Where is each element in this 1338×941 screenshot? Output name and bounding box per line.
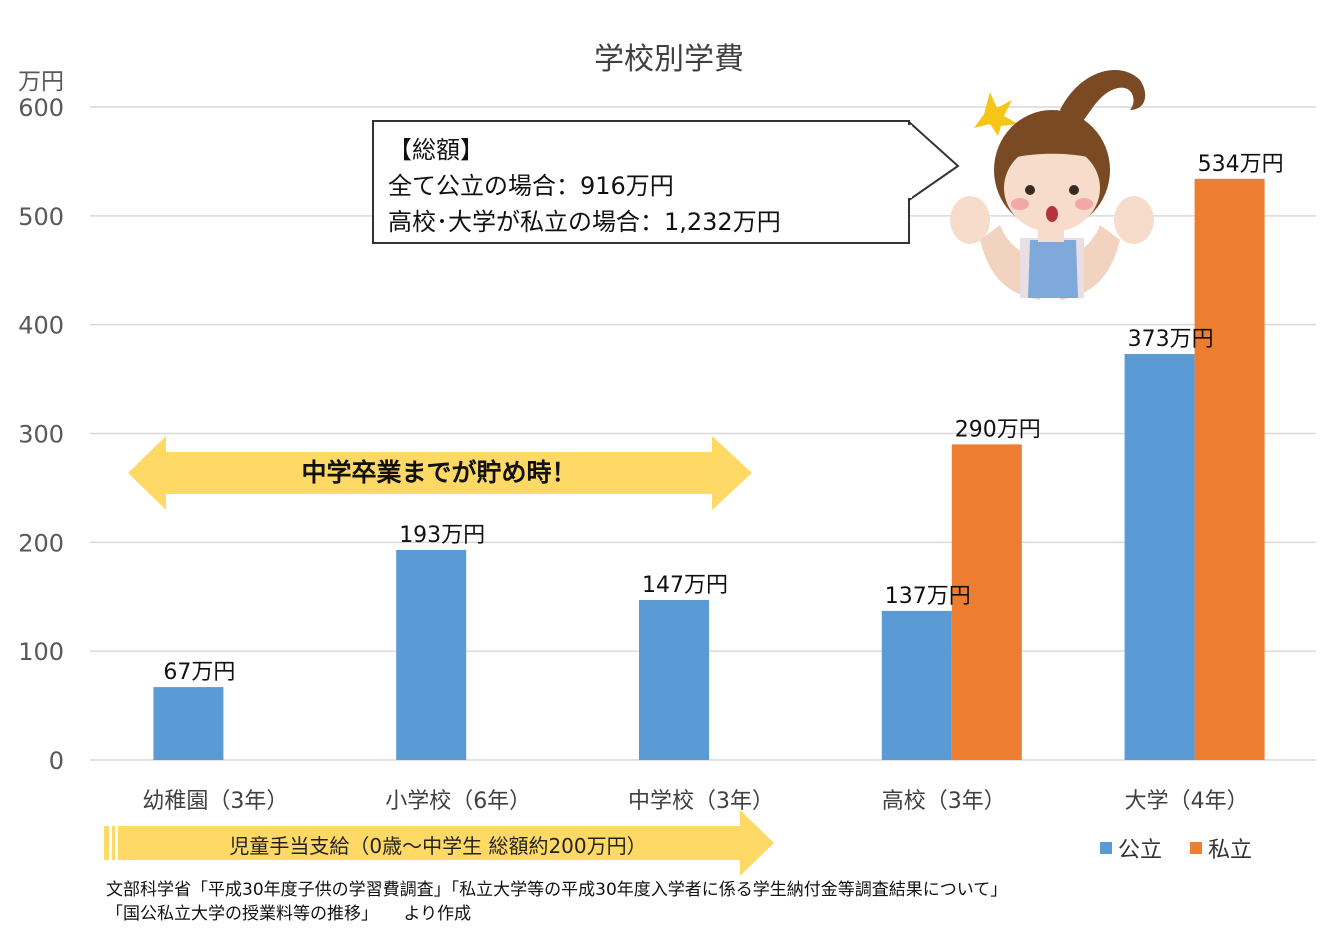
legend-label-public: 公立 xyxy=(1118,838,1163,863)
data-label: 137万円 xyxy=(885,584,971,609)
legend-swatch-private xyxy=(1190,842,1202,854)
legend-public: 公立 xyxy=(1100,832,1162,864)
data-label: 373万円 xyxy=(1128,327,1214,352)
save-period-arrow xyxy=(128,436,752,510)
y-tick-label: 200 xyxy=(18,529,64,557)
source-note: 文部科学省「平成30年度子供の学習費調査」「私立大学等の平成30年度入学者に係る… xyxy=(106,878,1007,926)
bar-public xyxy=(639,600,709,760)
bar-public xyxy=(153,687,224,760)
data-label: 67万円 xyxy=(163,660,235,685)
x-tick-label: 大学（4年） xyxy=(1125,789,1249,814)
data-label: 534万円 xyxy=(1198,152,1284,177)
x-tick-label: 幼稚園（3年） xyxy=(142,789,288,814)
total-cost-callout: 【総額】 全て公立の場合：916万円 高校･大学が私立の場合：1,232万円 xyxy=(372,120,910,244)
data-label: 147万円 xyxy=(642,573,728,598)
y-tick-label: 300 xyxy=(18,421,64,449)
bar-public xyxy=(396,549,467,760)
y-tick-label: 0 xyxy=(49,747,64,775)
bar-public xyxy=(1124,354,1195,760)
bar-public xyxy=(881,610,952,760)
source-line-1: 文部科学省「平成30年度子供の学習費調査」「私立大学等の平成30年度入学者に係る… xyxy=(106,880,1008,900)
data-label: 193万円 xyxy=(399,523,485,548)
x-tick-label: 高校（3年） xyxy=(882,789,1006,814)
data-labels: 67万円 193万円 147万円 137万円 290万円 373万円 534万円 xyxy=(163,152,1283,685)
chart-title: 学校別学費 xyxy=(594,42,744,77)
legend-label-private: 私立 xyxy=(1208,838,1253,863)
allowance-arrow xyxy=(104,810,774,876)
save-period-text: 中学卒業までが貯め時！ xyxy=(301,458,577,487)
y-tick-label: 100 xyxy=(18,638,64,666)
callout-all-public: 全て公立の場合：916万円 xyxy=(388,172,674,200)
source-line-2: 「国公私立大学の授業料等の推移」 より作成 xyxy=(106,904,472,924)
callout-tail xyxy=(908,119,960,202)
callout-private-high-univ: 高校･大学が私立の場合：1,232万円 xyxy=(388,208,781,236)
bar-private xyxy=(1194,178,1265,760)
data-label: 290万円 xyxy=(955,417,1041,442)
y-tick-label: 500 xyxy=(18,203,64,231)
y-axis-ticks: 0 100 200 300 400 500 600 xyxy=(18,94,64,775)
legend-private: 私立 xyxy=(1190,832,1252,864)
y-tick-label: 400 xyxy=(18,312,64,340)
y-axis-unit: 万円 xyxy=(18,69,64,95)
x-axis-ticks: 幼稚園（3年） 小学校（6年） 中学校（3年） 高校（3年） 大学（4年） xyxy=(142,789,1248,814)
callout-heading: 【総額】 xyxy=(388,136,484,164)
x-tick-label: 中学校（3年） xyxy=(628,789,774,814)
legend-swatch-public xyxy=(1100,842,1112,854)
bars xyxy=(153,178,1265,760)
bar-private xyxy=(951,444,1022,760)
allowance-text: 児童手当支給（0歳～中学生 総額約200万円） xyxy=(229,834,647,858)
surprised-woman-icon xyxy=(950,70,1154,300)
y-tick-label: 600 xyxy=(18,94,64,122)
x-tick-label: 小学校（6年） xyxy=(385,789,531,814)
